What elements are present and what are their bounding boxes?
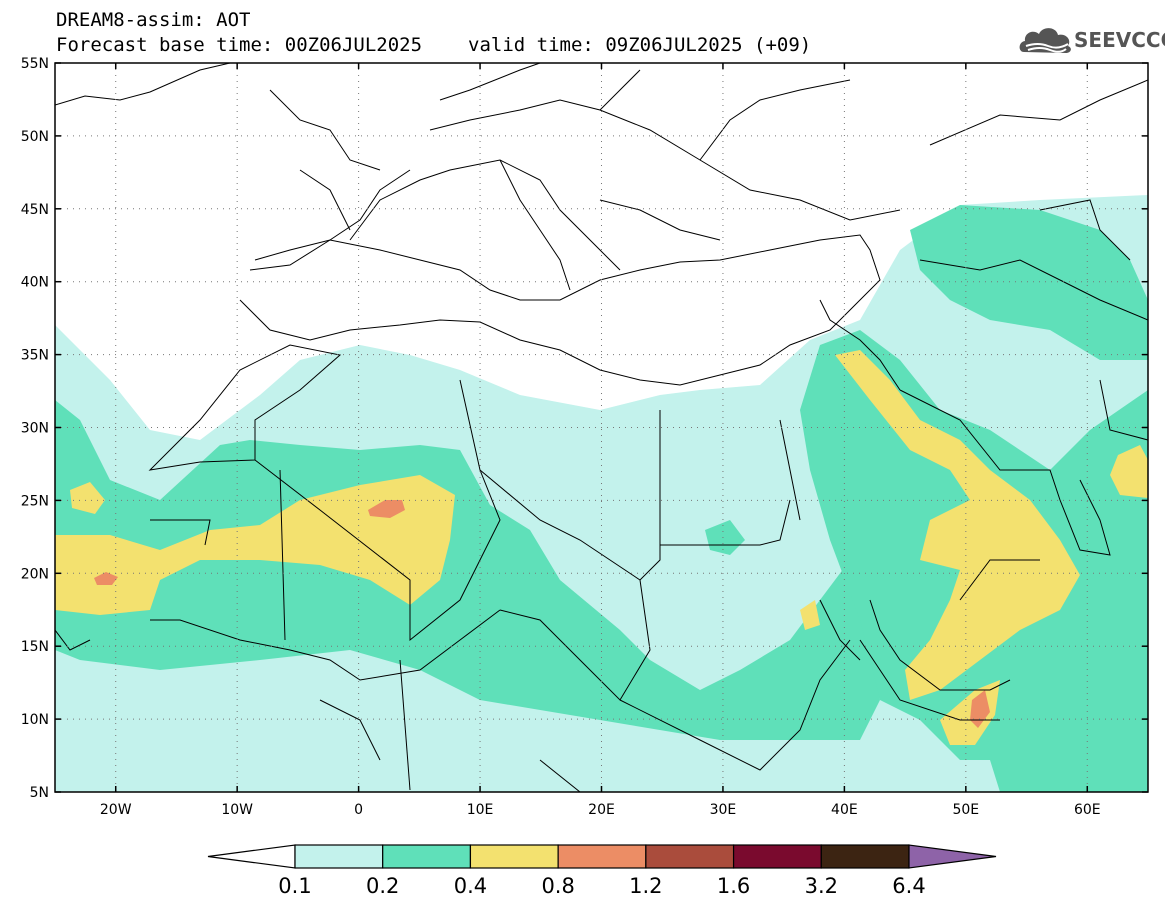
colorbar-swatch xyxy=(820,844,910,869)
logo-text: SEEVCCC xyxy=(1074,28,1165,52)
aot-band-0.2-north xyxy=(910,205,1148,360)
lon-label: 20E xyxy=(588,802,615,818)
aot-band-0.2-west xyxy=(55,400,880,740)
colorbar-under-arrow xyxy=(207,844,296,869)
colorbar-label: 0.2 xyxy=(366,874,400,898)
lat-label: 50N xyxy=(21,129,49,145)
aot-patch-0.4-b xyxy=(70,482,105,514)
seevccc-logo: SEEVCCC xyxy=(1018,22,1165,58)
valid-time: valid time: 09Z06JUL2025 (+09) xyxy=(468,34,812,56)
lat-label: 30N xyxy=(21,421,49,437)
cloud-logo-icon xyxy=(1019,28,1071,53)
lon-label: 10W xyxy=(221,802,253,818)
colorbar-label: 0.1 xyxy=(278,874,312,898)
lat-label: 45N xyxy=(21,202,49,218)
base-time: Forecast base time: 00Z06JUL2025 xyxy=(56,34,423,56)
chart-title: DREAM8-assim: AOT xyxy=(56,9,251,31)
aot-band-0.4-east xyxy=(835,350,1080,700)
lat-label: 40N xyxy=(21,275,49,291)
colorbar-label: 6.4 xyxy=(892,874,926,898)
aot-patch-0.4-e xyxy=(800,600,820,630)
aot-field xyxy=(55,195,1148,792)
colorbar-label: 3.2 xyxy=(804,874,838,898)
colorbar-label: 0.8 xyxy=(541,874,575,898)
time-info: Forecast base time: 00Z06JUL2025 valid ti… xyxy=(56,34,811,56)
aot-patch-0.8-a xyxy=(368,500,405,518)
lat-label: 55N xyxy=(21,56,49,72)
colorbar xyxy=(207,844,997,869)
aot-band-0.4-west xyxy=(55,475,455,615)
lon-axis: 20W 10W 0 10E 20E 30E 40E 50E 60E xyxy=(100,63,1101,818)
colorbar-swatch xyxy=(469,844,559,869)
colorbar-swatch xyxy=(294,844,384,869)
gridlines xyxy=(55,63,1148,792)
aot-patch-0.2-a xyxy=(705,520,745,555)
colorbar-label: 0.4 xyxy=(453,874,488,898)
colorbar-swatch xyxy=(557,844,647,869)
colorbar-swatch xyxy=(382,844,472,869)
lat-label: 25N xyxy=(21,493,49,509)
lat-label: 10N xyxy=(21,712,49,728)
aot-patch-0.8-b xyxy=(94,572,118,585)
colorbar-over-arrow xyxy=(908,844,997,869)
lon-label: 30E xyxy=(710,802,737,818)
colorbar-label: 1.6 xyxy=(716,874,751,898)
lon-label: 0 xyxy=(354,802,363,818)
country-borders xyxy=(55,63,1148,792)
lat-label: 20N xyxy=(21,566,49,582)
aot-patch-0.8-c xyxy=(970,690,990,728)
lat-label: 5N xyxy=(30,785,49,801)
lon-label: 60E xyxy=(1074,802,1101,818)
colorbar-label: 1.2 xyxy=(629,874,663,898)
colorbar-swatch xyxy=(732,844,822,869)
colorbar-swatch xyxy=(645,844,735,869)
lon-label: 40E xyxy=(831,802,858,818)
lon-label: 50E xyxy=(952,802,979,818)
lat-label: 15N xyxy=(21,639,49,655)
lon-label: 10E xyxy=(467,802,494,818)
lat-label: 35N xyxy=(21,348,49,364)
lat-axis: 5N 10N 15N 20N 25N 30N 35N 40N 45N 50N 55N xyxy=(21,56,1148,801)
lon-label: 20W xyxy=(100,802,132,818)
aot-patch-0.4-c xyxy=(1110,445,1148,498)
